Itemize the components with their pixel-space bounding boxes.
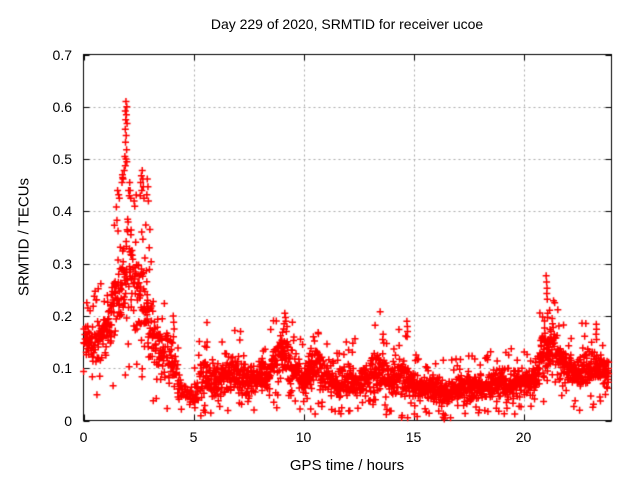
x-tick-label: 0 [79, 429, 88, 445]
y-tick-label: 0.1 [52, 360, 72, 377]
x-tick-label: 15 [405, 429, 422, 445]
x-tick-label: 5 [189, 429, 198, 445]
y-tick-label: 0.5 [52, 151, 72, 168]
chart-title: Day 229 of 2020, SRMTID for receiver uco… [210, 16, 484, 32]
x-axis-label: GPS time / hours [289, 457, 405, 474]
x-tick-label: 20 [515, 429, 532, 445]
x-tick-label: 10 [295, 429, 312, 445]
y-tick-label: 0.3 [52, 255, 72, 272]
y-axis-label: SRMTID / TECUs [15, 177, 33, 297]
y-tick-label: 0 [64, 412, 72, 429]
y-tick-label: 0.4 [52, 203, 72, 220]
y-tick-label: 0.7 [52, 46, 72, 63]
y-tick-label: 0.6 [52, 98, 72, 115]
y-tick-label: 0.2 [52, 307, 72, 324]
